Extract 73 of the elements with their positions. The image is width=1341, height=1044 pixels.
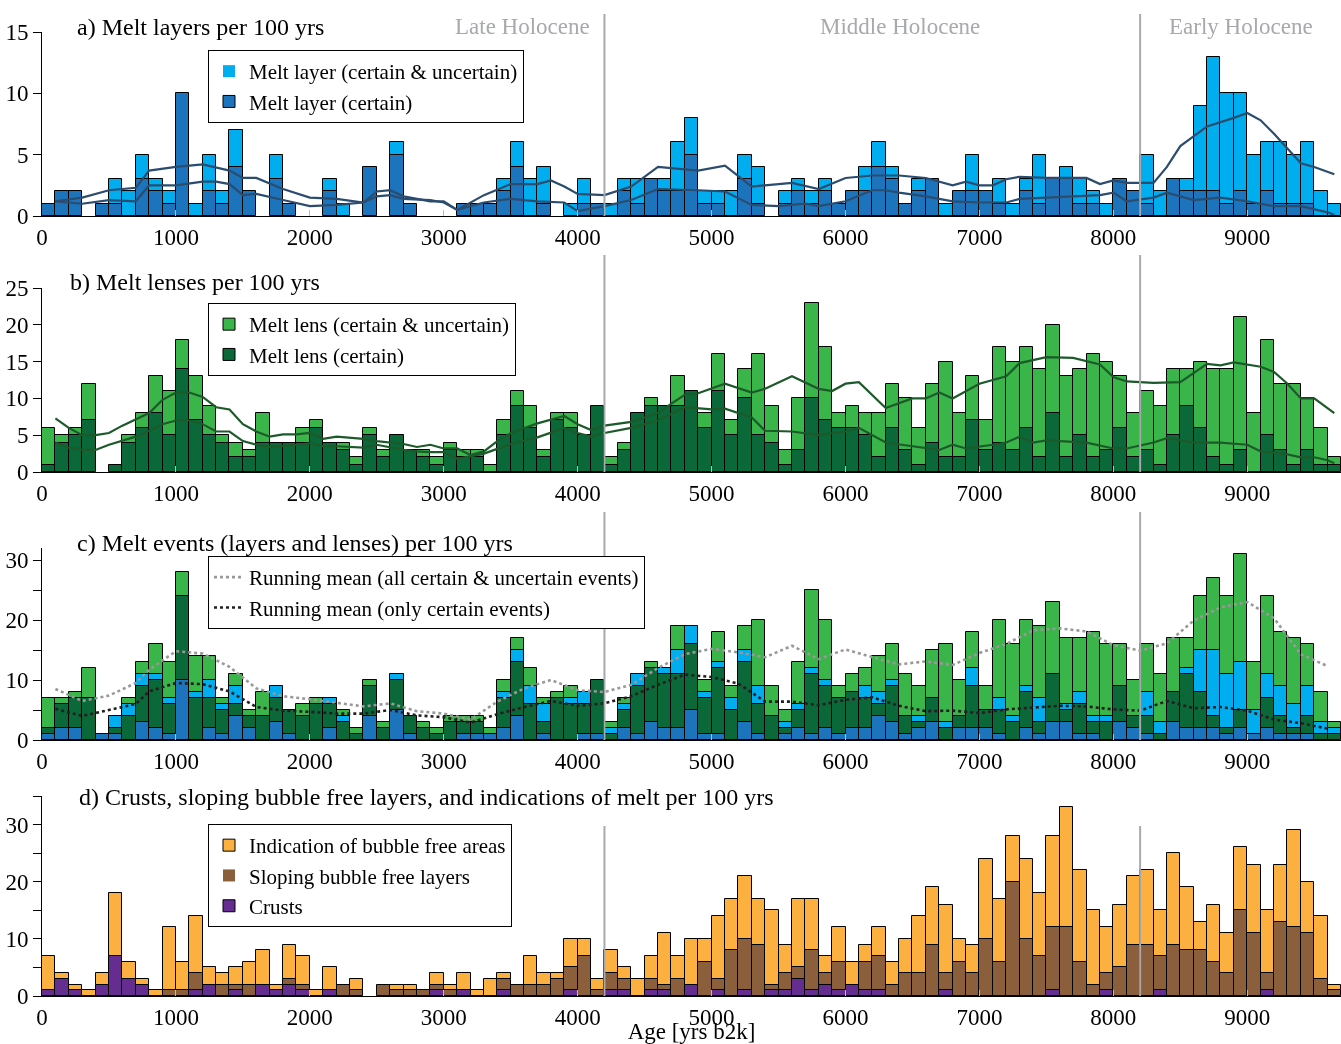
y-tick-label: 5	[16, 423, 29, 449]
y-tick-label: 0	[16, 728, 29, 754]
y-tick-label: 10	[5, 668, 29, 694]
y-tick-label: 0	[16, 204, 29, 230]
legend-label: Crusts	[249, 894, 303, 919]
x-tick-label: 2000	[286, 748, 333, 774]
x-tick-label: 5000	[688, 224, 735, 250]
legend-label: Sloping bubble free layers	[249, 864, 471, 889]
y-tick-label: 15	[5, 349, 29, 375]
x-tick-label: 8000	[1090, 748, 1137, 774]
x-tick-label: 6000	[822, 748, 869, 774]
y-tick-label: 30	[5, 548, 29, 574]
x-tick-label: 6000	[822, 480, 869, 506]
x-tick-label: 7000	[956, 748, 1003, 774]
y-tick-label: 20	[5, 869, 29, 895]
x-tick-label: 0	[36, 748, 48, 774]
y-tick-label: 5	[16, 142, 29, 168]
y-tick-label: 0	[16, 984, 29, 1010]
x-tick-label: 9000	[1224, 748, 1271, 774]
x-tick-label: 4000	[554, 748, 601, 774]
y-tick-label: 10	[5, 926, 29, 952]
legend-label: Running mean (all certain & uncertain events)	[249, 566, 639, 591]
x-tick-label: 8000	[1090, 224, 1137, 250]
y-tick-label: 10	[5, 386, 29, 412]
x-tick-label: 3000	[420, 748, 467, 774]
x-tick-label: 2000	[286, 1004, 333, 1030]
x-tick-label: 9000	[1224, 480, 1271, 506]
x-tick-label: 2000	[286, 480, 333, 506]
chart-title: c) Melt events (layers and lenses) per 100 yrs	[77, 530, 513, 556]
annotation: Early Holocene	[1169, 14, 1313, 39]
y-tick-label: 0	[16, 460, 29, 486]
legend-label: Melt layer (certain)	[249, 90, 413, 115]
x-tick-label: 0	[36, 480, 48, 506]
x-tick-label: 4000	[554, 224, 601, 250]
x-tick-label: 7000	[956, 480, 1003, 506]
x-tick-label: 6000	[822, 1004, 869, 1030]
x-tick-label: 4000	[554, 480, 601, 506]
y-tick-label: 25	[5, 276, 29, 302]
legend-label: Melt lens (certain & uncertain)	[249, 313, 510, 338]
x-tick-label: 8000	[1090, 1004, 1137, 1030]
x-tick-label: 6000	[822, 224, 869, 250]
x-tick-label: 9000	[1224, 1004, 1271, 1030]
x-tick-label: 7000	[956, 1004, 1003, 1030]
chart-title: b) Melt lenses per 100 yrs	[70, 269, 320, 295]
x-tick-label: 1000	[152, 1004, 199, 1030]
x-tick-label: 9000	[1224, 224, 1271, 250]
annotation: Late Holocene	[455, 14, 590, 39]
chart-title: a) Melt layers per 100 yrs	[77, 14, 325, 40]
annotation: Middle Holocene	[820, 14, 981, 39]
y-tick-label: 30	[5, 812, 29, 838]
x-tick-label: 0	[36, 1004, 48, 1030]
x-tick-label: 0	[36, 224, 48, 250]
x-tick-label: 3000	[420, 1004, 467, 1030]
x-tick-label: 7000	[956, 224, 1003, 250]
x-tick-label: 4000	[554, 1004, 601, 1030]
x-tick-label: 2000	[286, 224, 333, 250]
y-tick-label: 20	[5, 312, 29, 338]
x-tick-label: 8000	[1090, 480, 1137, 506]
x-tick-label: 5000	[688, 748, 735, 774]
x-tick-label: 5000	[688, 480, 735, 506]
legend-label: Running mean (only certain events)	[249, 596, 550, 621]
x-tick-label: 3000	[420, 480, 467, 506]
y-tick-label: 10	[5, 81, 29, 107]
x-tick-label: 1000	[152, 224, 199, 250]
y-tick-label: 20	[5, 608, 29, 634]
legend-label: Melt lens (certain)	[249, 343, 405, 368]
legend-label: Melt layer (certain & uncertain)	[249, 60, 518, 85]
x-tick-label: 1000	[152, 480, 199, 506]
legend-label: Indication of bubble free areas	[249, 834, 506, 859]
y-tick-label: 15	[5, 20, 29, 46]
x-tick-label: 3000	[420, 224, 467, 250]
chart-title: d) Crusts, sloping bubble free layers, and indications of melt per 100 yrs	[79, 784, 774, 810]
x-tick-label: 1000	[152, 748, 199, 774]
